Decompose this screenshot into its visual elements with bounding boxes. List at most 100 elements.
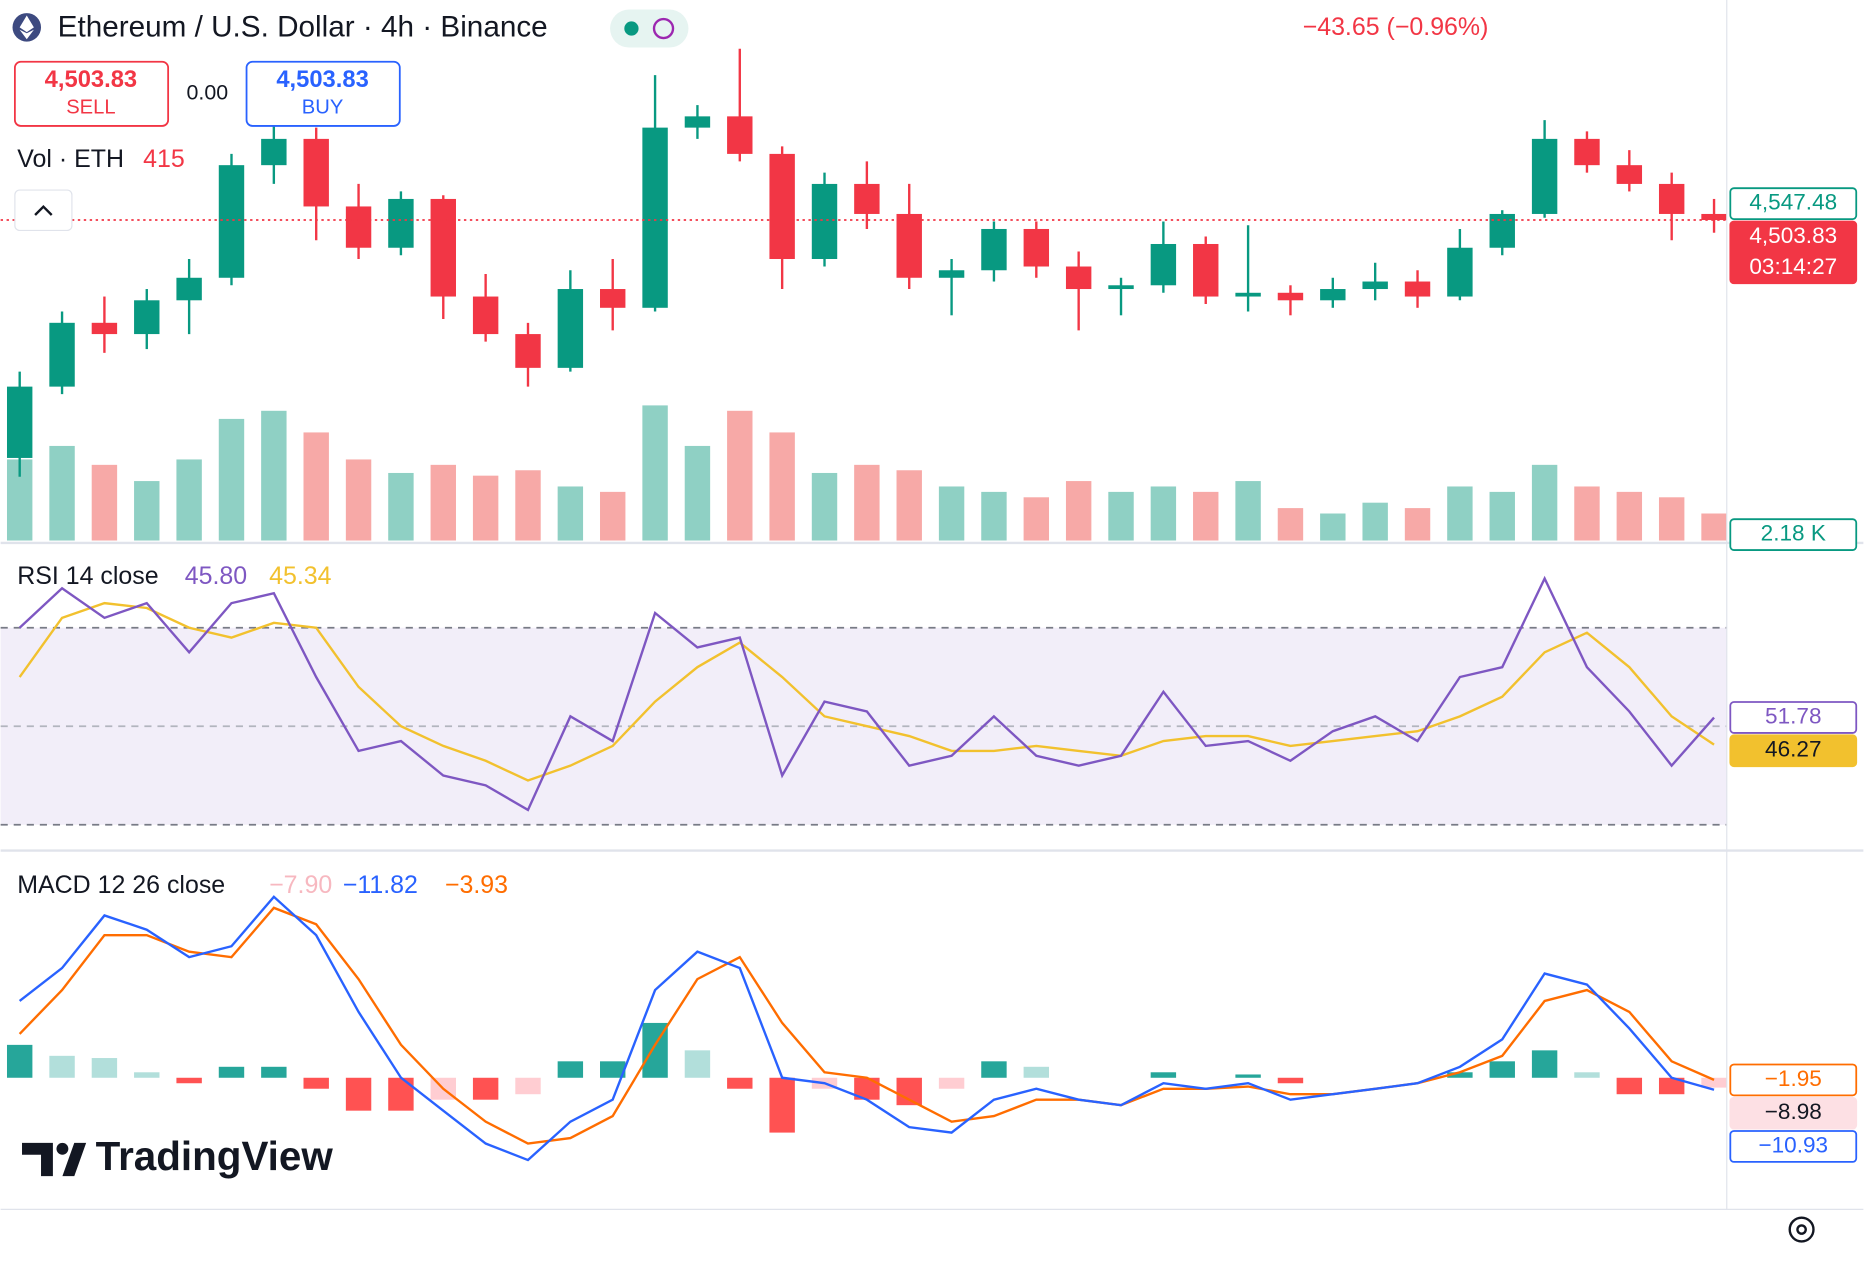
candle-body bbox=[642, 127, 668, 308]
sell-button[interactable] bbox=[13, 60, 170, 127]
histogram-bar bbox=[388, 1077, 414, 1111]
candle-body bbox=[1362, 281, 1388, 290]
candle-body bbox=[684, 116, 711, 128]
value-label-box bbox=[1729, 1130, 1858, 1163]
volume-bar bbox=[345, 459, 372, 541]
histogram-bar bbox=[134, 1072, 160, 1078]
buy-price: 4,503.83 bbox=[276, 66, 368, 93]
logo-mark bbox=[22, 1142, 87, 1177]
candle-body bbox=[1193, 243, 1219, 297]
toggle[interactable] bbox=[610, 9, 689, 48]
rsi-ma-line bbox=[18, 601, 1715, 782]
macd-line bbox=[18, 895, 1715, 1162]
collapse-button[interactable] bbox=[14, 189, 73, 232]
candle-body bbox=[1320, 289, 1346, 301]
candle-body bbox=[218, 165, 245, 278]
volume-bar bbox=[642, 405, 668, 541]
histogram-bar bbox=[727, 1077, 753, 1089]
spread: 0.00 bbox=[187, 80, 229, 104]
volume-bar bbox=[1404, 508, 1431, 541]
candle-body bbox=[1701, 213, 1727, 221]
volume-bar bbox=[1320, 513, 1346, 541]
candle-body bbox=[1065, 266, 1092, 290]
volume-bar bbox=[1277, 508, 1304, 541]
volume-bar bbox=[811, 472, 838, 541]
value-label-box bbox=[1729, 220, 1858, 285]
candle-body bbox=[1574, 138, 1600, 166]
chevron-up bbox=[34, 205, 53, 216]
volume-bar bbox=[1235, 481, 1261, 541]
volume-bar bbox=[1108, 491, 1134, 541]
volume-bar bbox=[1701, 513, 1727, 541]
value-label: 4,503.83 bbox=[1749, 223, 1837, 248]
candle-body bbox=[557, 289, 584, 368]
histogram-bar bbox=[49, 1055, 75, 1078]
settings-button[interactable] bbox=[1788, 1216, 1815, 1243]
histogram-bar bbox=[1658, 1077, 1685, 1095]
histogram-bar bbox=[1235, 1074, 1261, 1078]
value-label: −1.95 bbox=[1765, 1066, 1822, 1091]
eth-icon-glyph bbox=[19, 15, 34, 40]
rsi-line bbox=[18, 575, 1715, 812]
candle-body bbox=[938, 270, 965, 278]
candle-body bbox=[1277, 292, 1304, 301]
value-label-box bbox=[1729, 734, 1858, 768]
signal-line bbox=[18, 906, 1715, 1145]
histogram-bar bbox=[981, 1061, 1007, 1078]
candle-body bbox=[1235, 292, 1261, 297]
sell-price: 4,503.83 bbox=[45, 66, 137, 93]
candle-body bbox=[1108, 285, 1134, 290]
volume-bar bbox=[896, 470, 922, 541]
value-label: 4,547.48 bbox=[1749, 190, 1837, 215]
countdown: 03:14:27 bbox=[1749, 254, 1837, 279]
change: −43.65 (−0.96%) bbox=[1303, 13, 1489, 41]
value-label-box bbox=[1729, 701, 1858, 734]
candle-body bbox=[981, 228, 1007, 271]
histogram-bar bbox=[1701, 1077, 1727, 1088]
volume-bar bbox=[49, 445, 75, 541]
volume-bar bbox=[1023, 497, 1050, 541]
volume-legend: Vol · ETH bbox=[17, 145, 124, 173]
legend-value: 45.34 bbox=[269, 562, 332, 590]
volume-bar bbox=[303, 432, 329, 541]
value-label-box bbox=[1729, 1096, 1858, 1130]
candle-body bbox=[1531, 138, 1558, 214]
histogram-bar bbox=[218, 1066, 245, 1078]
value-label: 2.18 K bbox=[1761, 521, 1826, 546]
histogram-bar bbox=[1150, 1072, 1177, 1078]
volume-bar bbox=[1362, 502, 1388, 541]
volume-bar bbox=[684, 445, 711, 541]
candle-body bbox=[1658, 183, 1685, 214]
histogram-bar bbox=[1277, 1077, 1304, 1084]
value-label: 51.78 bbox=[1765, 703, 1821, 728]
histogram-bar bbox=[1574, 1072, 1600, 1078]
volume-bar bbox=[261, 410, 287, 541]
toggle-dot bbox=[624, 21, 639, 36]
legend-value: −3.93 bbox=[445, 871, 508, 899]
candle-body bbox=[388, 198, 414, 248]
candle-body bbox=[430, 198, 456, 297]
candle-body bbox=[727, 116, 753, 154]
volume-bar bbox=[218, 418, 245, 541]
volume-bar bbox=[1531, 464, 1558, 541]
buy-label: BUY bbox=[302, 96, 344, 118]
value-label: −8.98 bbox=[1765, 1099, 1822, 1124]
volume-bar bbox=[430, 464, 456, 541]
symbol-title[interactable]: Ethereum / U.S. Dollar · 4h · Binance bbox=[58, 10, 548, 43]
candle-body bbox=[1616, 165, 1643, 184]
value-label: −10.93 bbox=[1758, 1132, 1828, 1157]
logo-mark bbox=[56, 1142, 69, 1155]
histogram-bar bbox=[769, 1077, 795, 1133]
volume-bar bbox=[557, 486, 584, 541]
volume-bar bbox=[854, 464, 880, 541]
volume-current: 415 bbox=[143, 145, 185, 173]
candle-body bbox=[896, 213, 922, 278]
volume-bar bbox=[769, 432, 795, 541]
candle-body bbox=[1404, 281, 1431, 297]
buy-button[interactable] bbox=[245, 60, 401, 127]
settings-icon bbox=[1796, 1224, 1807, 1235]
volume-bar bbox=[1193, 491, 1219, 541]
sell-label: SELL bbox=[66, 96, 115, 118]
candle-body bbox=[176, 277, 202, 301]
